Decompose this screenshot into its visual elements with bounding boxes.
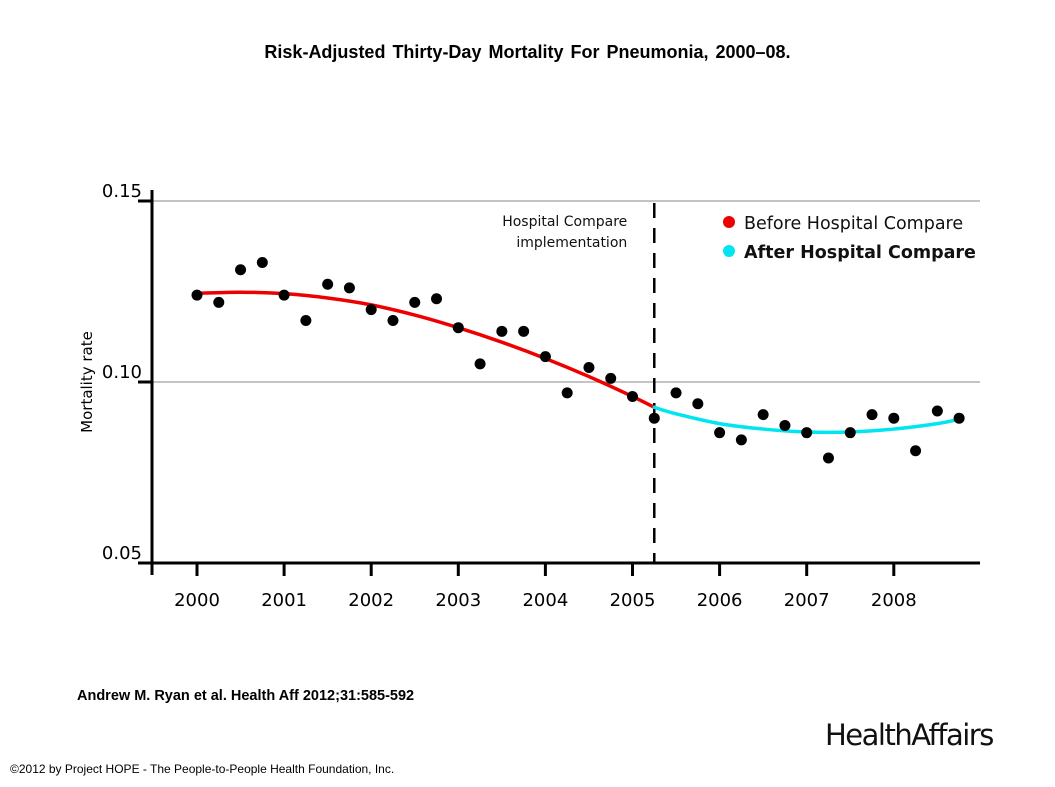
- chart-title: Risk-Adjusted Thirty-Day Mortality For P…: [264, 42, 791, 62]
- data-point: [822, 452, 834, 464]
- legend-label-after: After Hospital Compare: [744, 243, 976, 263]
- data-point: [844, 427, 856, 439]
- legend: Before Hospital Compare After Hospital C…: [723, 214, 976, 263]
- legend-marker-before: [723, 216, 735, 228]
- y-tick-label: 0.15: [102, 181, 142, 202]
- legend-marker-after: [723, 245, 735, 257]
- data-point: [235, 264, 247, 276]
- annotation-group: Hospital Compare implementation: [502, 203, 656, 563]
- data-point: [191, 289, 203, 301]
- data-point: [496, 325, 508, 337]
- data-point: [300, 314, 312, 326]
- x-tick-label: 2007: [784, 590, 830, 611]
- x-tick-label: 2006: [697, 590, 743, 611]
- data-point: [409, 296, 421, 308]
- data-point: [387, 314, 399, 326]
- gridlines: [152, 200, 980, 383]
- data-point: [343, 282, 355, 294]
- data-point: [670, 387, 682, 399]
- data-point: [953, 412, 965, 424]
- data-point: [757, 409, 769, 421]
- data-point: [278, 289, 290, 301]
- x-tick-label: 2005: [610, 590, 656, 611]
- x-axis-ticks: 2000 2001 2002 2003 2004 2005 2006 2007 2008: [174, 563, 917, 611]
- x-tick-label: 2008: [871, 590, 917, 611]
- x-tick-label: 2003: [435, 590, 481, 611]
- data-point: [910, 445, 922, 457]
- data-point: [452, 322, 464, 334]
- data-point: [431, 293, 443, 305]
- data-point: [365, 304, 377, 316]
- y-tick-label: 0.05: [102, 543, 142, 564]
- data-point: [322, 278, 334, 290]
- x-tick-label: 2004: [522, 590, 568, 611]
- health-affairs-logo: HealthAffairs: [825, 718, 994, 752]
- copyright-notice: ©2012 by Project HOPE - The People-to-Pe…: [10, 762, 395, 776]
- before-trend-line: [195, 290, 657, 410]
- annotation-text-line2: implementation: [516, 235, 627, 251]
- data-point: [866, 409, 878, 421]
- x-tick-label: 2002: [348, 590, 394, 611]
- data-point: [888, 412, 900, 424]
- data-point: [539, 351, 551, 363]
- data-point: [474, 358, 486, 370]
- data-point: [735, 434, 747, 446]
- y-axis-ticks: 0.05 0.10 0.15: [102, 181, 152, 565]
- data-point: [518, 325, 530, 337]
- y-tick-label: 0.10: [102, 362, 142, 383]
- data-point: [256, 257, 268, 269]
- citation: Andrew M. Ryan et al. Health Aff 2012;31…: [77, 688, 415, 704]
- data-point: [692, 398, 704, 410]
- data-point: [714, 427, 726, 439]
- data-point: [648, 412, 660, 424]
- data-point: [605, 372, 617, 384]
- legend-label-before: Before Hospital Compare: [744, 214, 963, 234]
- data-point: [583, 362, 595, 374]
- trend-curves: [195, 290, 961, 435]
- x-tick-label: 2000: [174, 590, 220, 611]
- y-axis-label: Mortality rate: [78, 331, 96, 433]
- data-point: [213, 296, 225, 308]
- annotation-text-line1: Hospital Compare: [502, 214, 627, 230]
- data-point: [931, 405, 943, 417]
- data-point: [561, 387, 573, 399]
- data-point: [627, 390, 638, 402]
- x-tick-label: 2001: [261, 590, 307, 611]
- data-point: [779, 419, 791, 431]
- data-points: [191, 257, 965, 464]
- data-point: [801, 427, 813, 439]
